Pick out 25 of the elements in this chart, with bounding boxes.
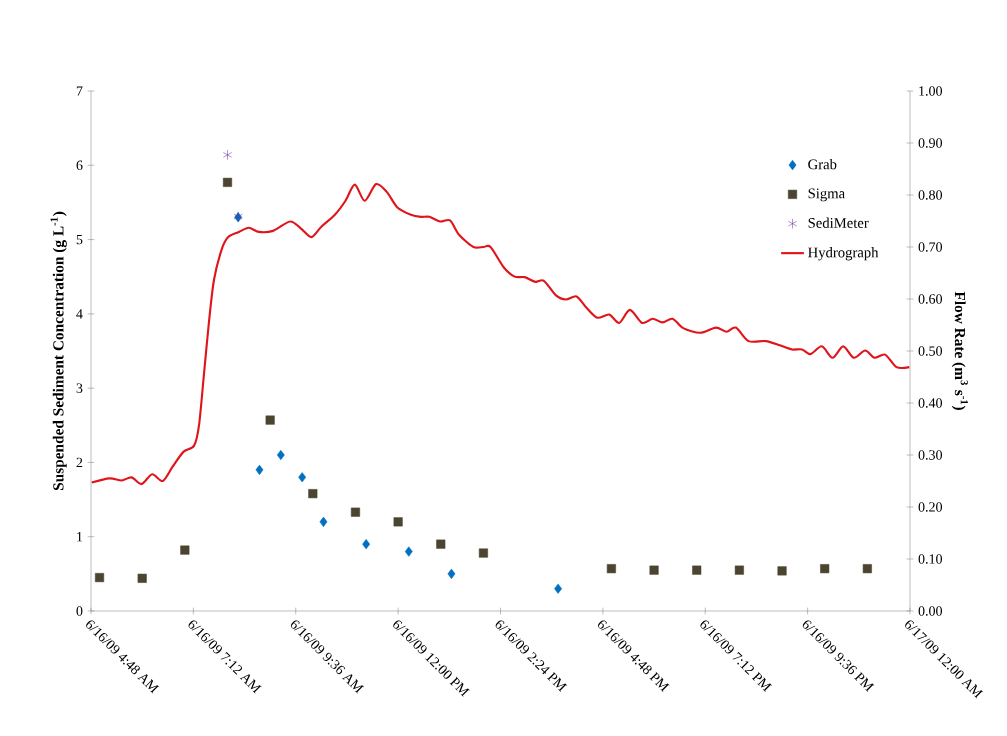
- y-axis-title: Suspended Sediment Concentration (g L$^{-1}$): [50, 211, 67, 491]
- y-tick-label: 1: [77, 532, 83, 542]
- y-tick-label: 4: [76, 309, 83, 319]
- legend-label: Sigma: [808, 188, 845, 202]
- y2-tick-label: 0.80: [918, 190, 943, 200]
- y-tick-label: 6: [76, 160, 83, 171]
- y-tick-label: 7: [76, 86, 83, 96]
- y2-tick-label: 0.60: [918, 294, 943, 304]
- y2-tick-label: 0.10: [918, 554, 943, 564]
- legend-label: Grab: [808, 159, 837, 170]
- y2-tick-label: 0.40: [918, 398, 943, 408]
- y2-axis-title: Flow Rate (m$^{3}$ s$^{-1}$): [951, 291, 968, 410]
- y2-tick-label: 0.30: [918, 450, 943, 460]
- legend-label: SediMeter: [808, 217, 869, 228]
- y-tick-label: 3: [76, 383, 83, 393]
- y2-tick-label: 1.00: [919, 86, 943, 96]
- legend-label: Hydrograph: [808, 247, 879, 261]
- y2-tick-label: 0.70: [918, 242, 943, 252]
- y-tick-label: 5: [76, 234, 83, 245]
- y2-tick-label: 0.90: [918, 138, 943, 148]
- y-tick-label: 2: [76, 457, 83, 468]
- y2-tick-label: 0.00: [918, 606, 943, 616]
- y-tick-label: 0: [76, 606, 83, 616]
- y2-tick-label: 0.20: [918, 502, 943, 512]
- y2-tick-label: 0.50: [918, 346, 943, 356]
